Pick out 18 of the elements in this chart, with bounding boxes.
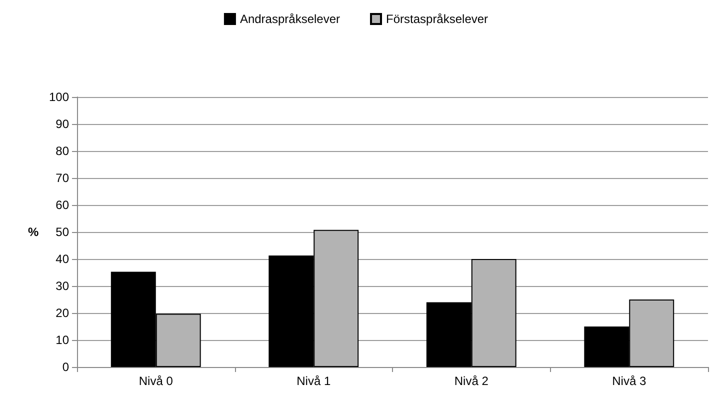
y-tick-label: 0 — [62, 360, 70, 374]
y-tick-label: 40 — [56, 252, 70, 266]
y-tick-label: 60 — [56, 198, 70, 212]
y-tick-label: 20 — [56, 306, 70, 320]
y-tick-label: 10 — [56, 333, 70, 347]
y-tick-label: 90 — [56, 117, 70, 131]
y-tick-label: 30 — [56, 279, 70, 293]
x-tick-label: Nivå 3 — [612, 374, 646, 388]
y-tick-label: 70 — [56, 171, 70, 185]
x-tick-label: Nivå 0 — [138, 374, 174, 388]
y-tick-label: 50 — [56, 225, 70, 239]
y-axis-title: % — [28, 225, 39, 239]
legend-label: Förstaspråkselever — [386, 12, 488, 26]
legend-label: Andraspråkselever — [240, 12, 340, 26]
x-tick-label: Nivå 1 — [296, 374, 331, 388]
x-tick-label: Nivå 2 — [454, 374, 489, 388]
y-tick-label: 100 — [48, 90, 70, 104]
y-tick-label: 80 — [56, 144, 70, 158]
